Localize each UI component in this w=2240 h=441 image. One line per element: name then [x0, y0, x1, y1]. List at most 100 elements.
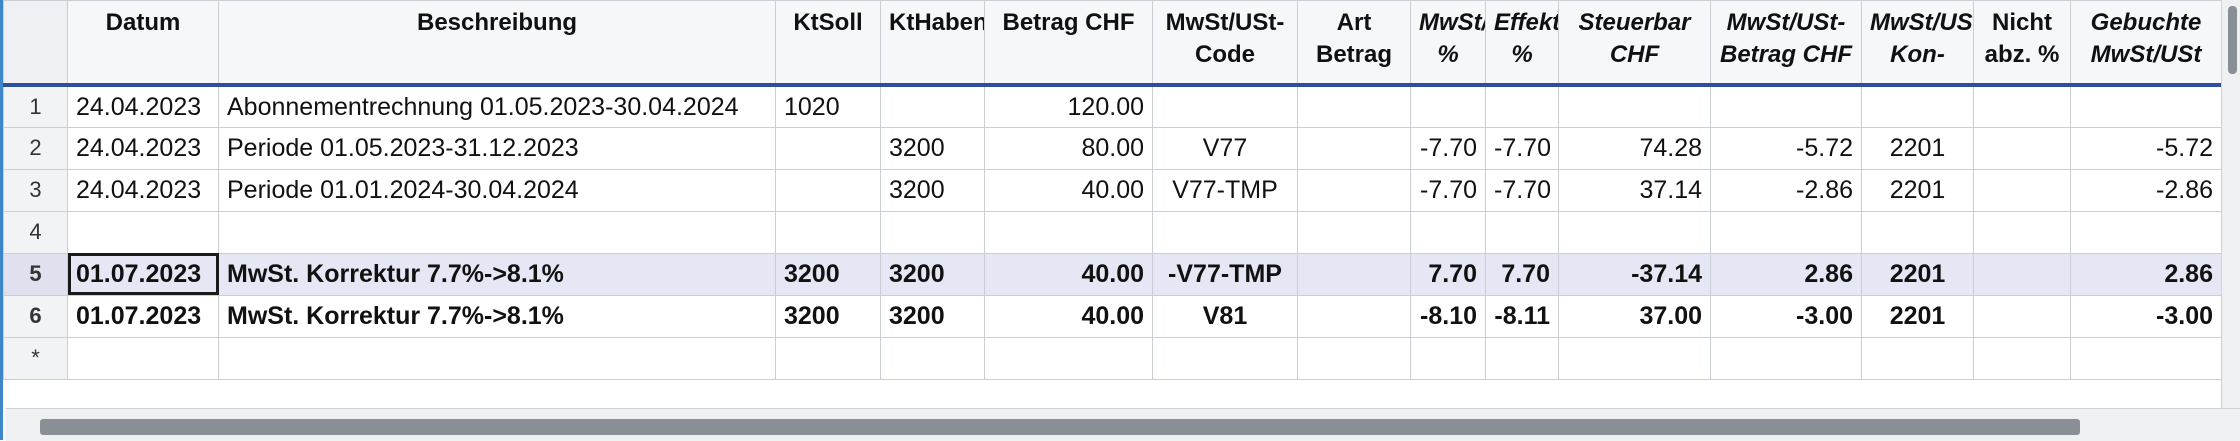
cell-ktsoll[interactable]	[775, 126, 881, 170]
cell-mwst-pct[interactable]: -8.10	[1410, 294, 1486, 338]
cell-mwst-betrag[interactable]: 2.86	[1710, 252, 1862, 296]
cell-beschreibung[interactable]: Abonnementrechnung 01.05.2023-30.04.2024	[218, 84, 776, 128]
cell-betrag[interactable]: 40.00	[984, 294, 1153, 338]
row-number[interactable]: 6	[3, 294, 68, 338]
cell-mwst-code[interactable]: V77-TMP	[1152, 168, 1298, 212]
row-number[interactable]: 1	[3, 84, 68, 128]
header-kthaben[interactable]: KtHaben	[880, 0, 985, 87]
header-datum[interactable]: Datum	[67, 0, 219, 87]
cell-mwst-pct[interactable]	[1410, 336, 1486, 380]
cell-mwst-konto[interactable]: 2201	[1861, 294, 1974, 338]
cell-effekt-pct[interactable]: -8.11	[1485, 294, 1559, 338]
cell-mwst-pct[interactable]: 7.70	[1410, 252, 1486, 296]
cell-steuerbar[interactable]	[1558, 336, 1711, 380]
row-number[interactable]: 2	[3, 126, 68, 170]
row-number[interactable]: *	[3, 336, 68, 380]
cell-kthaben[interactable]: 3200	[880, 168, 985, 212]
cell-art-betrag[interactable]	[1297, 294, 1411, 338]
cell-mwst-betrag[interactable]: -2.86	[1710, 168, 1862, 212]
cell-datum[interactable]	[67, 210, 219, 254]
cell-beschreibung[interactable]: MwSt. Korrektur 7.7%->8.1%	[218, 252, 776, 296]
horizontal-scrollbar[interactable]	[6, 408, 2240, 441]
header-steuerbar[interactable]: Steuerbar CHF	[1558, 0, 1711, 87]
header-nicht-abz[interactable]: Nicht abz. %	[1973, 0, 2071, 87]
cell-beschreibung[interactable]: Periode 01.01.2024-30.04.2024	[218, 168, 776, 212]
cell-ktsoll[interactable]: 3200	[775, 252, 881, 296]
cell-ktsoll[interactable]	[775, 336, 881, 380]
table-row[interactable]: 6 01.07.2023 MwSt. Korrektur 7.7%->8.1% …	[3, 294, 2221, 338]
cell-nicht-abz[interactable]	[1973, 294, 2071, 338]
header-mwst-konto[interactable]: MwSt/USt-Kon-	[1861, 0, 1974, 87]
cell-betrag[interactable]: 80.00	[984, 126, 1153, 170]
table-row[interactable]: 4	[3, 210, 2221, 254]
cell-ktsoll[interactable]	[775, 210, 881, 254]
cell-mwst-code[interactable]	[1152, 336, 1298, 380]
cell-ktsoll[interactable]	[775, 168, 881, 212]
cell-mwst-konto[interactable]: 2201	[1861, 168, 1974, 212]
cell-datum[interactable]: 24.04.2023	[67, 168, 219, 212]
cell-steuerbar[interactable]	[1558, 210, 1711, 254]
cell-effekt-pct[interactable]: 7.70	[1485, 252, 1559, 296]
cell-effekt-pct[interactable]	[1485, 84, 1559, 128]
row-number[interactable]: 5	[3, 252, 68, 296]
cell-gebucht[interactable]	[2070, 336, 2221, 380]
cell-steuerbar[interactable]: 74.28	[1558, 126, 1711, 170]
horizontal-scrollbar-thumb[interactable]	[40, 419, 2080, 435]
cell-gebucht[interactable]: -3.00	[2070, 294, 2221, 338]
cell-datum[interactable]: 01.07.2023	[67, 294, 219, 338]
cell-mwst-pct[interactable]	[1410, 84, 1486, 128]
cell-datum[interactable]: 24.04.2023	[67, 84, 219, 128]
cell-mwst-code[interactable]	[1152, 84, 1298, 128]
cell-betrag[interactable]	[984, 210, 1153, 254]
vertical-scrollbar-thumb[interactable]	[2228, 6, 2237, 74]
cell-mwst-betrag[interactable]	[1710, 336, 1862, 380]
cell-mwst-pct[interactable]: -7.70	[1410, 168, 1486, 212]
cell-datum-active[interactable]: 01.07.2023	[67, 252, 219, 296]
cell-effekt-pct[interactable]	[1485, 336, 1559, 380]
cell-datum[interactable]: 24.04.2023	[67, 126, 219, 170]
cell-mwst-betrag[interactable]: -3.00	[1710, 294, 1862, 338]
cell-gebucht[interactable]: 2.86	[2070, 252, 2221, 296]
cell-ktsoll[interactable]: 3200	[775, 294, 881, 338]
cell-gebucht[interactable]	[2070, 84, 2221, 128]
vertical-scrollbar[interactable]	[2221, 0, 2240, 408]
cell-kthaben[interactable]: 3200	[880, 126, 985, 170]
cell-gebucht[interactable]	[2070, 210, 2221, 254]
cell-kthaben[interactable]	[880, 336, 985, 380]
header-mwst-code[interactable]: MwSt/USt-Code	[1152, 0, 1298, 87]
table-row[interactable]: 2 24.04.2023 Periode 01.05.2023-31.12.20…	[3, 126, 2221, 170]
cell-mwst-konto[interactable]: 2201	[1861, 252, 1974, 296]
cell-effekt-pct[interactable]: -7.70	[1485, 126, 1559, 170]
cell-mwst-code[interactable]: V77	[1152, 126, 1298, 170]
header-effekt-pct[interactable]: Effekt. %	[1485, 0, 1559, 87]
cell-beschreibung[interactable]: MwSt. Korrektur 7.7%->8.1%	[218, 294, 776, 338]
cell-mwst-code[interactable]: -V77-TMP	[1152, 252, 1298, 296]
cell-beschreibung[interactable]: Periode 01.05.2023-31.12.2023	[218, 126, 776, 170]
cell-kthaben[interactable]: 3200	[880, 252, 985, 296]
cell-nicht-abz[interactable]	[1973, 84, 2071, 128]
header-art-betrag[interactable]: Art Betrag	[1297, 0, 1411, 87]
cell-mwst-betrag[interactable]: -5.72	[1710, 126, 1862, 170]
table-row[interactable]: 1 24.04.2023 Abonnementrechnung 01.05.20…	[3, 84, 2221, 128]
cell-art-betrag[interactable]	[1297, 336, 1411, 380]
table-row-selected[interactable]: 5 01.07.2023 MwSt. Korrektur 7.7%->8.1% …	[3, 252, 2221, 296]
cell-kthaben[interactable]	[880, 84, 985, 128]
cell-steuerbar[interactable]: 37.14	[1558, 168, 1711, 212]
cell-beschreibung[interactable]	[218, 210, 776, 254]
cell-steuerbar[interactable]: -37.14	[1558, 252, 1711, 296]
cell-gebucht[interactable]: -5.72	[2070, 126, 2221, 170]
header-mwst-betrag[interactable]: MwSt/USt-Betrag CHF	[1710, 0, 1862, 87]
cell-beschreibung[interactable]	[218, 336, 776, 380]
cell-betrag[interactable]: 120.00	[984, 84, 1153, 128]
cell-ktsoll[interactable]: 1020	[775, 84, 881, 128]
cell-mwst-betrag[interactable]	[1710, 84, 1862, 128]
cell-art-betrag[interactable]	[1297, 84, 1411, 128]
header-betrag[interactable]: Betrag CHF	[984, 0, 1153, 87]
cell-datum[interactable]	[67, 336, 219, 380]
cell-mwst-konto[interactable]	[1861, 210, 1974, 254]
cell-nicht-abz[interactable]	[1973, 126, 2071, 170]
cell-art-betrag[interactable]	[1297, 168, 1411, 212]
cell-effekt-pct[interactable]: -7.70	[1485, 168, 1559, 212]
cell-art-betrag[interactable]	[1297, 126, 1411, 170]
cell-mwst-konto[interactable]	[1861, 336, 1974, 380]
